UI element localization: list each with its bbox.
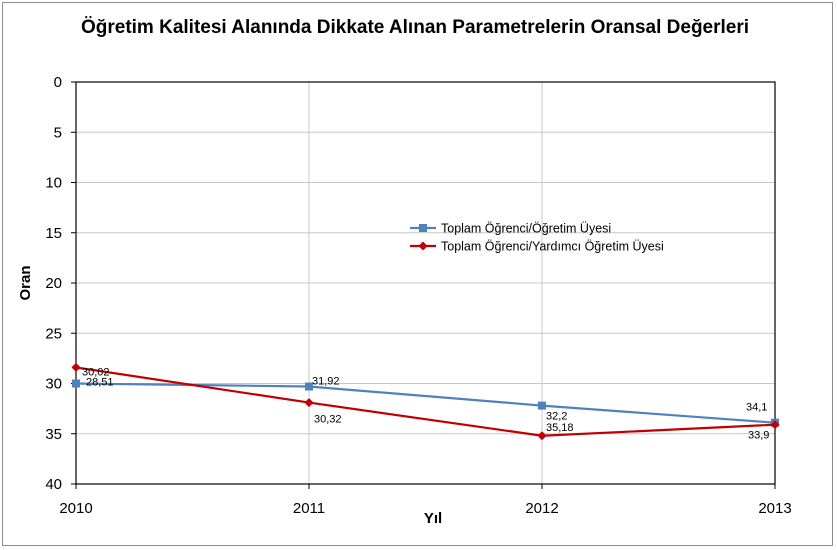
y-axis-ticks: 0 5 10 15 20 25 30 35 40 (45, 74, 76, 493)
legend-entry: Toplam Öğrenci/Yardımcı Öğretim Üyesi (441, 240, 664, 254)
legend-entry: Toplam Öğrenci/Öğretim Üyesi (441, 222, 611, 236)
legend: Toplam Öğrenci/Öğretim Üyesi Toplam Öğren… (410, 222, 664, 254)
data-label: 34,1 (746, 402, 767, 414)
data-label: 30,02 (82, 366, 110, 378)
square-marker (419, 224, 427, 232)
y-tick-label: 10 (45, 175, 62, 192)
diamond-marker (770, 420, 780, 430)
y-tick-label: 0 (54, 74, 62, 91)
square-marker (305, 382, 313, 391)
data-label: 33,9 (748, 430, 769, 442)
y-tick-label: 25 (45, 325, 62, 342)
data-label: 30,32 (314, 414, 342, 426)
x-tick-label: 2011 (293, 500, 325, 517)
y-tick-label: 30 (45, 376, 62, 393)
series-group (71, 362, 780, 441)
diamond-marker (304, 398, 314, 408)
y-tick-label: 5 (54, 124, 62, 141)
y-tick-label: 15 (45, 225, 62, 242)
x-axis-title: Yıl (424, 510, 442, 527)
x-tick-label: 2013 (758, 500, 791, 517)
diamond-marker (537, 431, 547, 441)
series-line-1 (75, 382, 776, 424)
y-axis-title: Oran (17, 265, 34, 300)
data-label: 31,92 (312, 376, 340, 388)
y-tick-label: 35 (45, 426, 62, 443)
x-axis-ticks: 2010 2011 2012 2013 (59, 484, 792, 517)
data-label: 32,2 (546, 411, 567, 423)
y-tick-label: 40 (45, 476, 62, 493)
series-line-2 (75, 366, 776, 437)
diamond-marker (71, 362, 81, 372)
square-marker (72, 379, 80, 388)
square-marker (538, 401, 546, 410)
data-labels: 28,51 31,92 32,2 34,1 30,02 30,32 35,18 33,9 (82, 366, 769, 441)
y-tick-label: 20 (45, 275, 62, 292)
data-label: 28,51 (86, 377, 114, 389)
x-tick-label: 2010 (59, 500, 92, 517)
x-tick-label: 2012 (525, 500, 558, 517)
diamond-marker (418, 241, 428, 251)
grid-lines (75, 81, 776, 485)
chart-title: Öğretim Kalitesi Alanında Dikkate Alınan… (80, 17, 750, 38)
data-label: 35,18 (546, 422, 574, 434)
